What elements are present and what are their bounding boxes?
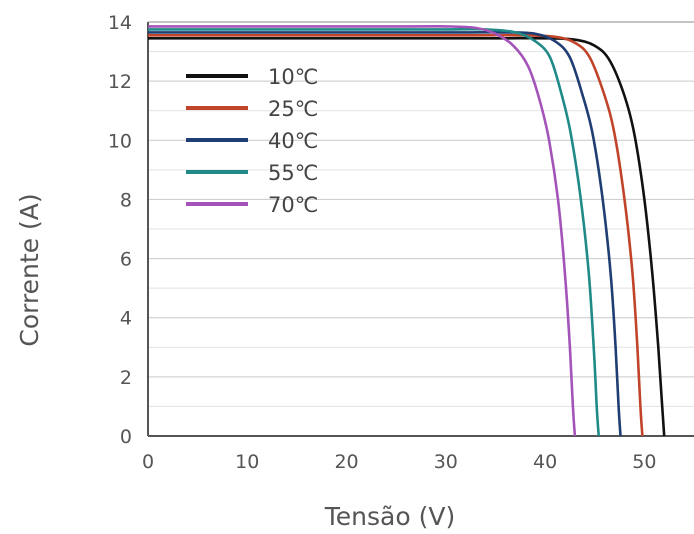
axes [147, 21, 694, 437]
y-tick-label: 14 [108, 12, 132, 34]
series-line-0 [147, 36, 666, 437]
x-tick-labels: 0 10 20 30 40 50 [142, 451, 657, 473]
legend-label-1: 25℃ [268, 97, 318, 121]
y-axis-label: Corrente (A) [15, 193, 44, 346]
legend: 10℃ 25℃ 40℃ 55℃ 70℃ [186, 65, 318, 217]
series-lines [147, 25, 666, 437]
legend-label-2: 40℃ [268, 129, 318, 153]
y-tick-label: 2 [120, 367, 132, 389]
y-tick-label: 4 [120, 308, 132, 330]
series-line-3 [148, 27, 600, 437]
x-tick-label: 40 [533, 451, 557, 473]
legend-label-4: 70℃ [268, 193, 318, 217]
legend-label-0: 10℃ [268, 65, 318, 89]
series-line-1 [148, 33, 644, 437]
x-tick-label: 0 [142, 451, 154, 473]
y-tick-labels: 0 2 4 6 8 10 12 14 [108, 12, 132, 448]
y-tick-label: 0 [120, 426, 132, 448]
x-tick-label: 30 [434, 451, 458, 473]
y-tick-label: 8 [120, 189, 132, 211]
x-tick-label: 10 [235, 451, 259, 473]
series-line-4 [147, 25, 577, 437]
x-tick-label: 20 [334, 451, 358, 473]
y-tick-label: 10 [108, 130, 132, 152]
legend-label-3: 55℃ [268, 161, 318, 185]
x-axis-label: Tensão (V) [324, 502, 455, 531]
x-tick-label: 50 [632, 451, 656, 473]
y-tick-label: 12 [108, 71, 132, 93]
y-tick-label: 6 [120, 249, 132, 271]
grid [148, 21, 694, 437]
series-line-2 [148, 30, 622, 437]
